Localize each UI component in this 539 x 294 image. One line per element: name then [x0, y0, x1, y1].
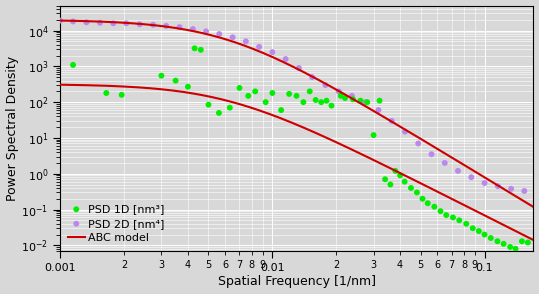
Point — [388, 118, 396, 123]
Point — [480, 181, 489, 186]
Point — [494, 184, 502, 188]
Point — [454, 168, 462, 173]
Point — [118, 93, 126, 97]
Point — [235, 86, 244, 90]
Point — [499, 241, 508, 246]
Point — [412, 190, 421, 195]
Point — [386, 182, 395, 187]
Point — [462, 221, 471, 226]
Point — [306, 89, 314, 94]
Point — [268, 91, 277, 95]
Point — [241, 39, 250, 44]
Point — [299, 100, 308, 104]
Point — [361, 100, 369, 104]
Point — [418, 196, 427, 201]
Point — [356, 98, 365, 103]
Point — [321, 83, 330, 87]
Point — [69, 19, 78, 24]
Point — [122, 21, 130, 26]
Point — [506, 245, 514, 249]
Point — [400, 129, 409, 134]
Point — [396, 173, 404, 178]
Point — [487, 236, 495, 240]
Point — [292, 93, 301, 98]
Point — [363, 100, 371, 104]
Point — [517, 239, 526, 244]
Point — [102, 91, 110, 95]
Point — [277, 108, 286, 112]
Point — [82, 20, 91, 25]
Point — [414, 141, 423, 146]
Point — [56, 18, 65, 23]
Point — [436, 209, 445, 213]
Point — [255, 44, 264, 49]
Point — [251, 89, 259, 94]
Point — [268, 50, 277, 54]
Point — [336, 93, 345, 98]
Point — [135, 22, 144, 27]
Point — [427, 152, 436, 157]
Point — [493, 239, 502, 244]
Point — [406, 186, 415, 190]
Point — [455, 218, 464, 223]
Point — [327, 103, 336, 108]
Point — [375, 98, 384, 103]
Point — [480, 232, 489, 237]
Point — [349, 97, 357, 102]
Y-axis label: Power Spectral Density: Power Spectral Density — [5, 56, 18, 201]
Point — [381, 177, 390, 182]
X-axis label: Spatial Frequency [1/nm]: Spatial Frequency [1/nm] — [218, 275, 376, 288]
Point — [189, 27, 197, 31]
Point — [523, 240, 532, 245]
Point — [184, 84, 192, 89]
Point — [229, 35, 237, 40]
Point — [109, 21, 118, 26]
Point — [149, 22, 157, 27]
Point — [474, 229, 483, 233]
Point — [391, 168, 400, 173]
Point — [468, 226, 477, 230]
Point — [348, 93, 356, 98]
Point — [511, 246, 520, 251]
Point — [430, 204, 439, 209]
Point — [467, 175, 475, 180]
Point — [507, 186, 515, 191]
Point — [520, 189, 529, 193]
Point — [202, 29, 210, 34]
Point — [261, 100, 270, 104]
Point — [162, 24, 170, 28]
Point — [281, 57, 290, 61]
Point — [171, 78, 180, 83]
Point — [197, 47, 205, 52]
Legend: PSD 1D [nm³], PSD 2D [nm⁴], ABC model: PSD 1D [nm³], PSD 2D [nm⁴], ABC model — [66, 202, 167, 245]
Point — [215, 32, 224, 36]
Point — [374, 108, 383, 112]
Point — [440, 161, 449, 165]
Point — [175, 25, 184, 29]
Point — [204, 102, 213, 107]
Point — [369, 133, 378, 138]
Point — [308, 75, 316, 79]
Point — [448, 215, 457, 220]
Point — [157, 73, 165, 78]
Point — [285, 91, 293, 96]
Point — [312, 98, 320, 102]
Point — [95, 21, 104, 25]
Point — [442, 213, 451, 218]
Point — [225, 105, 234, 110]
Point — [322, 98, 331, 103]
Point — [215, 111, 223, 115]
Point — [341, 96, 349, 101]
Point — [190, 46, 199, 51]
Point — [69, 63, 78, 67]
Point — [244, 93, 253, 98]
Point — [334, 89, 343, 94]
Point — [400, 179, 409, 184]
Point — [295, 66, 303, 70]
Point — [424, 201, 432, 206]
Point — [317, 100, 326, 104]
